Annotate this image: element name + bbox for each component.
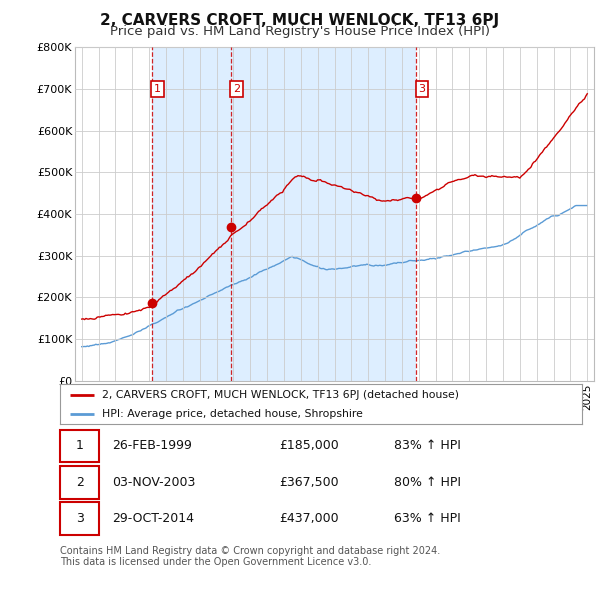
- Text: 3: 3: [76, 512, 83, 525]
- Text: 03-NOV-2003: 03-NOV-2003: [112, 476, 196, 489]
- Text: Contains HM Land Registry data © Crown copyright and database right 2024.
This d: Contains HM Land Registry data © Crown c…: [60, 546, 440, 568]
- Text: 63% ↑ HPI: 63% ↑ HPI: [394, 512, 461, 525]
- Text: 26-FEB-1999: 26-FEB-1999: [112, 440, 192, 453]
- FancyBboxPatch shape: [60, 430, 99, 463]
- Text: 1: 1: [154, 84, 161, 94]
- Text: 1: 1: [76, 440, 83, 453]
- Text: 29-OCT-2014: 29-OCT-2014: [112, 512, 194, 525]
- Text: 3: 3: [418, 84, 425, 94]
- Bar: [152, 47, 231, 381]
- Text: 83% ↑ HPI: 83% ↑ HPI: [394, 440, 461, 453]
- FancyBboxPatch shape: [60, 466, 99, 499]
- Text: Price paid vs. HM Land Registry's House Price Index (HPI): Price paid vs. HM Land Registry's House …: [110, 25, 490, 38]
- Text: £367,500: £367,500: [279, 476, 339, 489]
- Text: £185,000: £185,000: [279, 440, 339, 453]
- Text: 2, CARVERS CROFT, MUCH WENLOCK, TF13 6PJ: 2, CARVERS CROFT, MUCH WENLOCK, TF13 6PJ: [100, 13, 500, 28]
- Text: 80% ↑ HPI: 80% ↑ HPI: [394, 476, 461, 489]
- Text: HPI: Average price, detached house, Shropshire: HPI: Average price, detached house, Shro…: [102, 409, 362, 418]
- Text: 2: 2: [233, 84, 240, 94]
- Text: £437,000: £437,000: [279, 512, 339, 525]
- Bar: [231, 47, 416, 381]
- Text: 2, CARVERS CROFT, MUCH WENLOCK, TF13 6PJ (detached house): 2, CARVERS CROFT, MUCH WENLOCK, TF13 6PJ…: [102, 390, 459, 400]
- Text: 2: 2: [76, 476, 83, 489]
- FancyBboxPatch shape: [60, 502, 99, 535]
